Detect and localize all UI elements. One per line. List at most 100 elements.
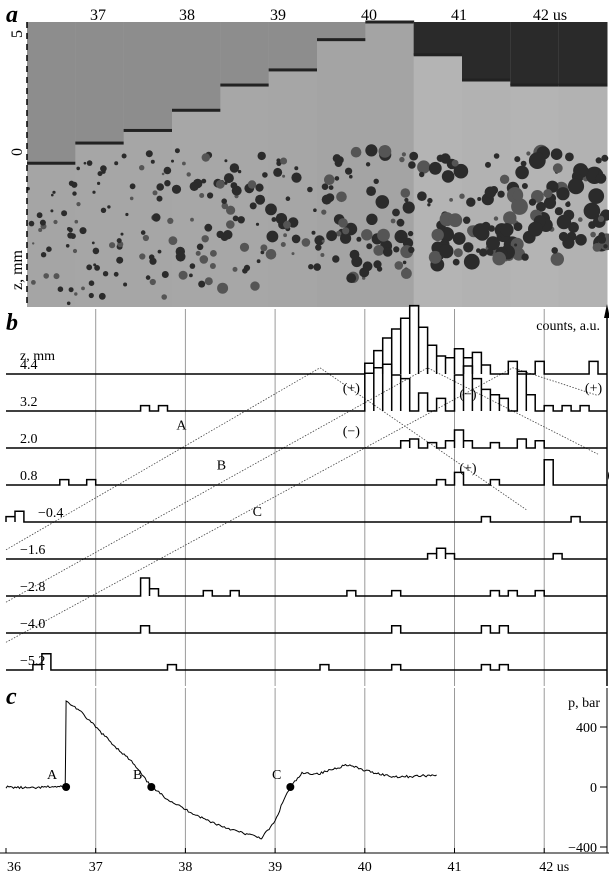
- bubble: [50, 209, 54, 213]
- bubble: [332, 154, 342, 163]
- point-label: B: [133, 768, 142, 783]
- bubble: [373, 245, 385, 256]
- frame-time-37: 37: [90, 7, 106, 24]
- time-tick-label: 36: [7, 860, 21, 875]
- bubble: [223, 230, 233, 240]
- axis-arrow-icon: [604, 304, 609, 318]
- frame-8: [365, 22, 415, 307]
- z-tick-0: 0: [9, 148, 26, 156]
- bubble: [453, 248, 463, 258]
- bubble: [129, 183, 136, 190]
- point-B: [147, 783, 156, 791]
- trajectory-label: C: [253, 505, 262, 520]
- frame-upper-region: [413, 22, 463, 55]
- bubble: [321, 209, 327, 215]
- bubble: [32, 242, 35, 245]
- bubble: [408, 246, 415, 254]
- bubble: [427, 203, 431, 207]
- bubble: [417, 191, 427, 201]
- bubble: [215, 179, 225, 189]
- bubble: [182, 161, 186, 166]
- bubble: [174, 148, 180, 154]
- pressure-tick-label: −400: [568, 841, 597, 856]
- panel-c-letter: c: [6, 684, 17, 710]
- bubble: [401, 152, 406, 157]
- bubble: [201, 178, 207, 184]
- bubble: [404, 197, 409, 203]
- bubble: [282, 174, 286, 178]
- frame-front-line: [268, 68, 318, 72]
- bubble: [552, 163, 563, 174]
- bubble: [408, 161, 416, 169]
- bubble: [402, 260, 407, 265]
- bubble: [242, 268, 248, 274]
- bubble: [321, 183, 329, 190]
- bubble: [390, 218, 396, 224]
- panel-c: c p, bar 400 0 −400 A B C: [5, 684, 608, 856]
- bubble: [400, 188, 411, 198]
- bubble: [315, 244, 322, 251]
- sign-annotation: (+): [585, 382, 603, 397]
- bubble: [164, 180, 171, 187]
- bubble: [204, 277, 213, 286]
- bubble: [520, 160, 527, 167]
- bubble: [568, 222, 579, 233]
- bubble: [332, 255, 340, 263]
- bubble: [463, 216, 471, 224]
- bubble: [186, 172, 191, 177]
- bubble: [94, 265, 100, 271]
- bubble: [342, 227, 350, 235]
- bubble: [97, 181, 101, 185]
- bubble: [189, 181, 199, 191]
- bubble: [578, 217, 583, 222]
- panel-c-grid: [95, 688, 545, 853]
- sign-annotations: (+) (−) (+) (−) (+) (−): [343, 382, 609, 483]
- trace-3: 0.8: [6, 459, 607, 486]
- bubble: [603, 244, 608, 249]
- bubble: [204, 223, 213, 232]
- bubble: [428, 250, 442, 264]
- bubble: [479, 248, 488, 257]
- bubble: [452, 232, 466, 245]
- bubble: [260, 244, 268, 252]
- bubble: [161, 294, 167, 300]
- bubble: [152, 190, 158, 196]
- bubble: [407, 230, 414, 237]
- bubble: [484, 186, 497, 199]
- sign-annotation: (−): [459, 388, 477, 403]
- trace-z-label: 0.8: [20, 469, 38, 484]
- bubble: [499, 174, 510, 184]
- bubble: [285, 196, 291, 201]
- panel-b: b counts, a.u. z, mm A B C 4.4 3.2 2.0 0.8 −0.…: [5, 304, 609, 686]
- bubble: [207, 192, 214, 199]
- frame-front-line: [510, 83, 560, 87]
- bubble: [66, 301, 71, 306]
- bubble: [273, 167, 283, 177]
- bubble: [276, 158, 281, 163]
- trace-1: 3.2: [6, 363, 607, 412]
- bubble: [145, 275, 151, 280]
- bubble: [266, 230, 279, 243]
- bubble: [573, 163, 589, 179]
- trace-z-label: −4.0: [20, 617, 45, 632]
- bubble: [378, 145, 392, 158]
- bubble: [452, 258, 460, 266]
- trace-8: −5.2: [6, 653, 607, 671]
- frame-time-38: 38: [179, 7, 195, 24]
- bubble: [336, 191, 347, 203]
- trace-line: [6, 363, 607, 412]
- bubble: [419, 171, 425, 178]
- time-tick-label: 39: [268, 860, 282, 875]
- bubble: [528, 198, 537, 206]
- bubble: [556, 187, 570, 201]
- bubble: [510, 237, 524, 251]
- bubble: [247, 180, 257, 189]
- trace-line: [6, 429, 607, 449]
- bubble: [394, 229, 408, 244]
- bubble: [292, 234, 300, 242]
- bubble: [375, 195, 390, 209]
- bubble: [394, 261, 404, 270]
- trace-2: 2.0: [6, 429, 607, 449]
- bubble: [145, 150, 153, 158]
